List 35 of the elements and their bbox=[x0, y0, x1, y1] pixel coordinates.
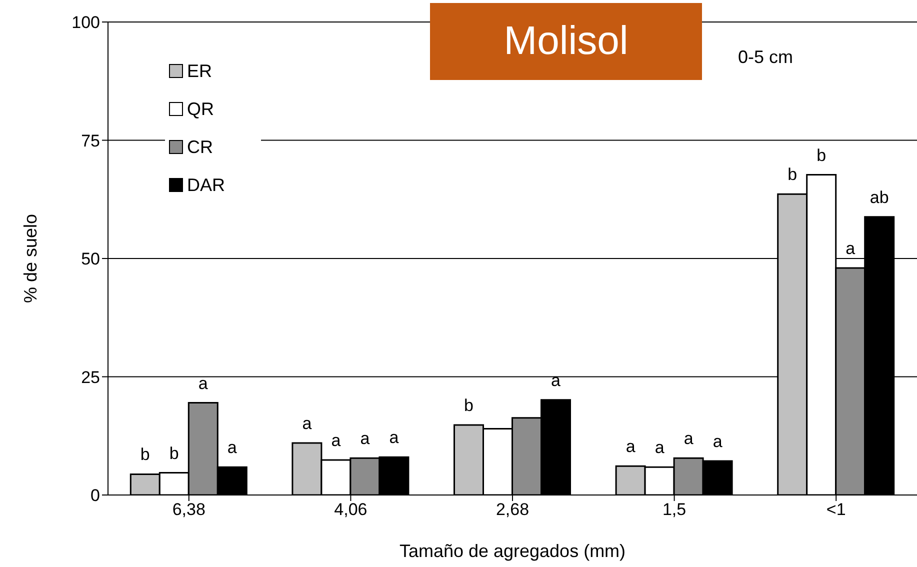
data-label: b bbox=[464, 396, 474, 415]
data-label: b bbox=[788, 165, 798, 184]
data-label: a bbox=[712, 432, 723, 451]
y-axis-title: % de suelo bbox=[20, 214, 40, 304]
y-tick-label: 25 bbox=[81, 368, 100, 387]
x-tick-label: 6,38 bbox=[172, 500, 206, 520]
legend-label: ER bbox=[187, 60, 212, 82]
data-label: a bbox=[360, 429, 370, 448]
x-tick-label: 2,68 bbox=[496, 500, 530, 520]
annotation: 0-5 cm bbox=[738, 47, 794, 68]
data-label: b bbox=[169, 444, 179, 463]
legend-label: DAR bbox=[187, 174, 226, 196]
data-label: a bbox=[389, 428, 400, 448]
data-label: a bbox=[302, 414, 312, 433]
data-label: b bbox=[140, 445, 150, 464]
data-label: a bbox=[846, 238, 856, 258]
data-label: a bbox=[551, 370, 562, 390]
y-tick-label: 100 bbox=[72, 13, 100, 32]
legend-label: QR bbox=[187, 98, 214, 120]
y-tick-label: 0 bbox=[90, 486, 100, 506]
legend-label: CR bbox=[187, 136, 213, 158]
data-label: a bbox=[198, 374, 208, 393]
data-label: b bbox=[816, 146, 826, 165]
data-label: a bbox=[654, 438, 665, 458]
x-axis-title: Tamaño de agregados (mm) bbox=[399, 541, 626, 561]
x-tick-label: 1,5 bbox=[662, 500, 686, 520]
data-label: a bbox=[626, 437, 636, 456]
x-tick-label: <1 bbox=[826, 500, 846, 520]
data-label: a bbox=[331, 431, 342, 450]
y-tick-label: 50 bbox=[81, 250, 100, 269]
data-label: a bbox=[684, 429, 694, 448]
data-label: ab bbox=[870, 188, 889, 207]
y-tick-label: 75 bbox=[81, 131, 100, 150]
data-label: a bbox=[227, 438, 238, 458]
x-tick-label: 4,06 bbox=[334, 500, 368, 520]
